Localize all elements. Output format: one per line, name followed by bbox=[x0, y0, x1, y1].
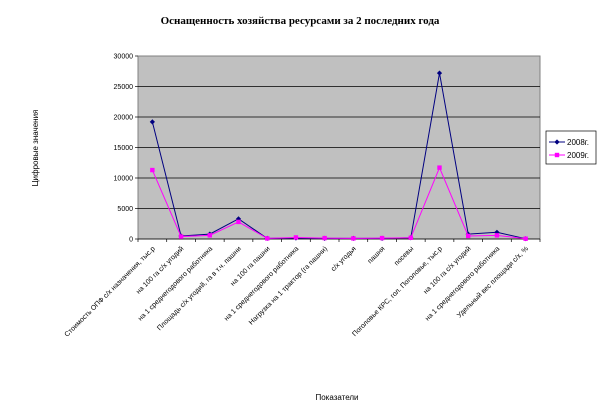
legend-label: 2009г. bbox=[567, 151, 589, 160]
x-tick-label: посевы bbox=[393, 245, 415, 267]
data-point bbox=[322, 235, 327, 241]
x-tick-label: на 100 га с/х угодий bbox=[135, 245, 186, 296]
y-tick-label: 10000 bbox=[114, 176, 134, 183]
data-point bbox=[265, 236, 270, 241]
data-point bbox=[178, 234, 184, 239]
x-axis-ticks: Стоимость ОПФ с/х назначения, тыс.рна 10… bbox=[64, 238, 541, 339]
data-point bbox=[293, 235, 299, 240]
y-axis-ticks: 0 5000 10000 15000 20000 25000 30000 bbox=[114, 54, 138, 244]
y-tick-label: 15000 bbox=[114, 145, 134, 152]
data-point bbox=[207, 233, 212, 238]
data-point bbox=[379, 235, 385, 241]
legend-marker bbox=[554, 139, 560, 145]
y-axis-label: Цифровые значения bbox=[31, 110, 40, 187]
legend: 2008г. 2009г. bbox=[545, 130, 597, 165]
data-point bbox=[437, 165, 442, 170]
data-point bbox=[150, 167, 155, 173]
x-axis-label: Показатели bbox=[315, 393, 358, 402]
x-tick-label: с/х угодья bbox=[330, 245, 358, 273]
data-point bbox=[351, 236, 356, 241]
series-line-1 bbox=[151, 166, 526, 240]
data-point bbox=[466, 233, 471, 239]
legend-box bbox=[545, 130, 597, 165]
data-point bbox=[408, 235, 413, 240]
data-point bbox=[236, 219, 241, 225]
legend-label: 2008г. bbox=[567, 138, 589, 147]
y-tick-label: 20000 bbox=[114, 115, 134, 122]
legend-marker bbox=[554, 152, 560, 158]
y-tick-label: 0 bbox=[129, 237, 133, 244]
chart-title: Оснащенность хозяйства ресурсами за 2 по… bbox=[161, 15, 440, 27]
x-tick-label: пашня bbox=[367, 245, 387, 265]
x-tick-label: на 100 га с/х угодий bbox=[422, 245, 473, 296]
series-lines bbox=[149, 70, 529, 242]
data-point bbox=[436, 70, 443, 76]
data-point bbox=[494, 233, 500, 238]
data-point bbox=[149, 119, 155, 125]
data-point bbox=[523, 236, 528, 241]
gridlines bbox=[138, 86, 540, 209]
y-tick-label: 25000 bbox=[114, 84, 134, 91]
y-tick-label: 5000 bbox=[117, 206, 133, 213]
y-tick-label: 30000 bbox=[114, 54, 134, 61]
